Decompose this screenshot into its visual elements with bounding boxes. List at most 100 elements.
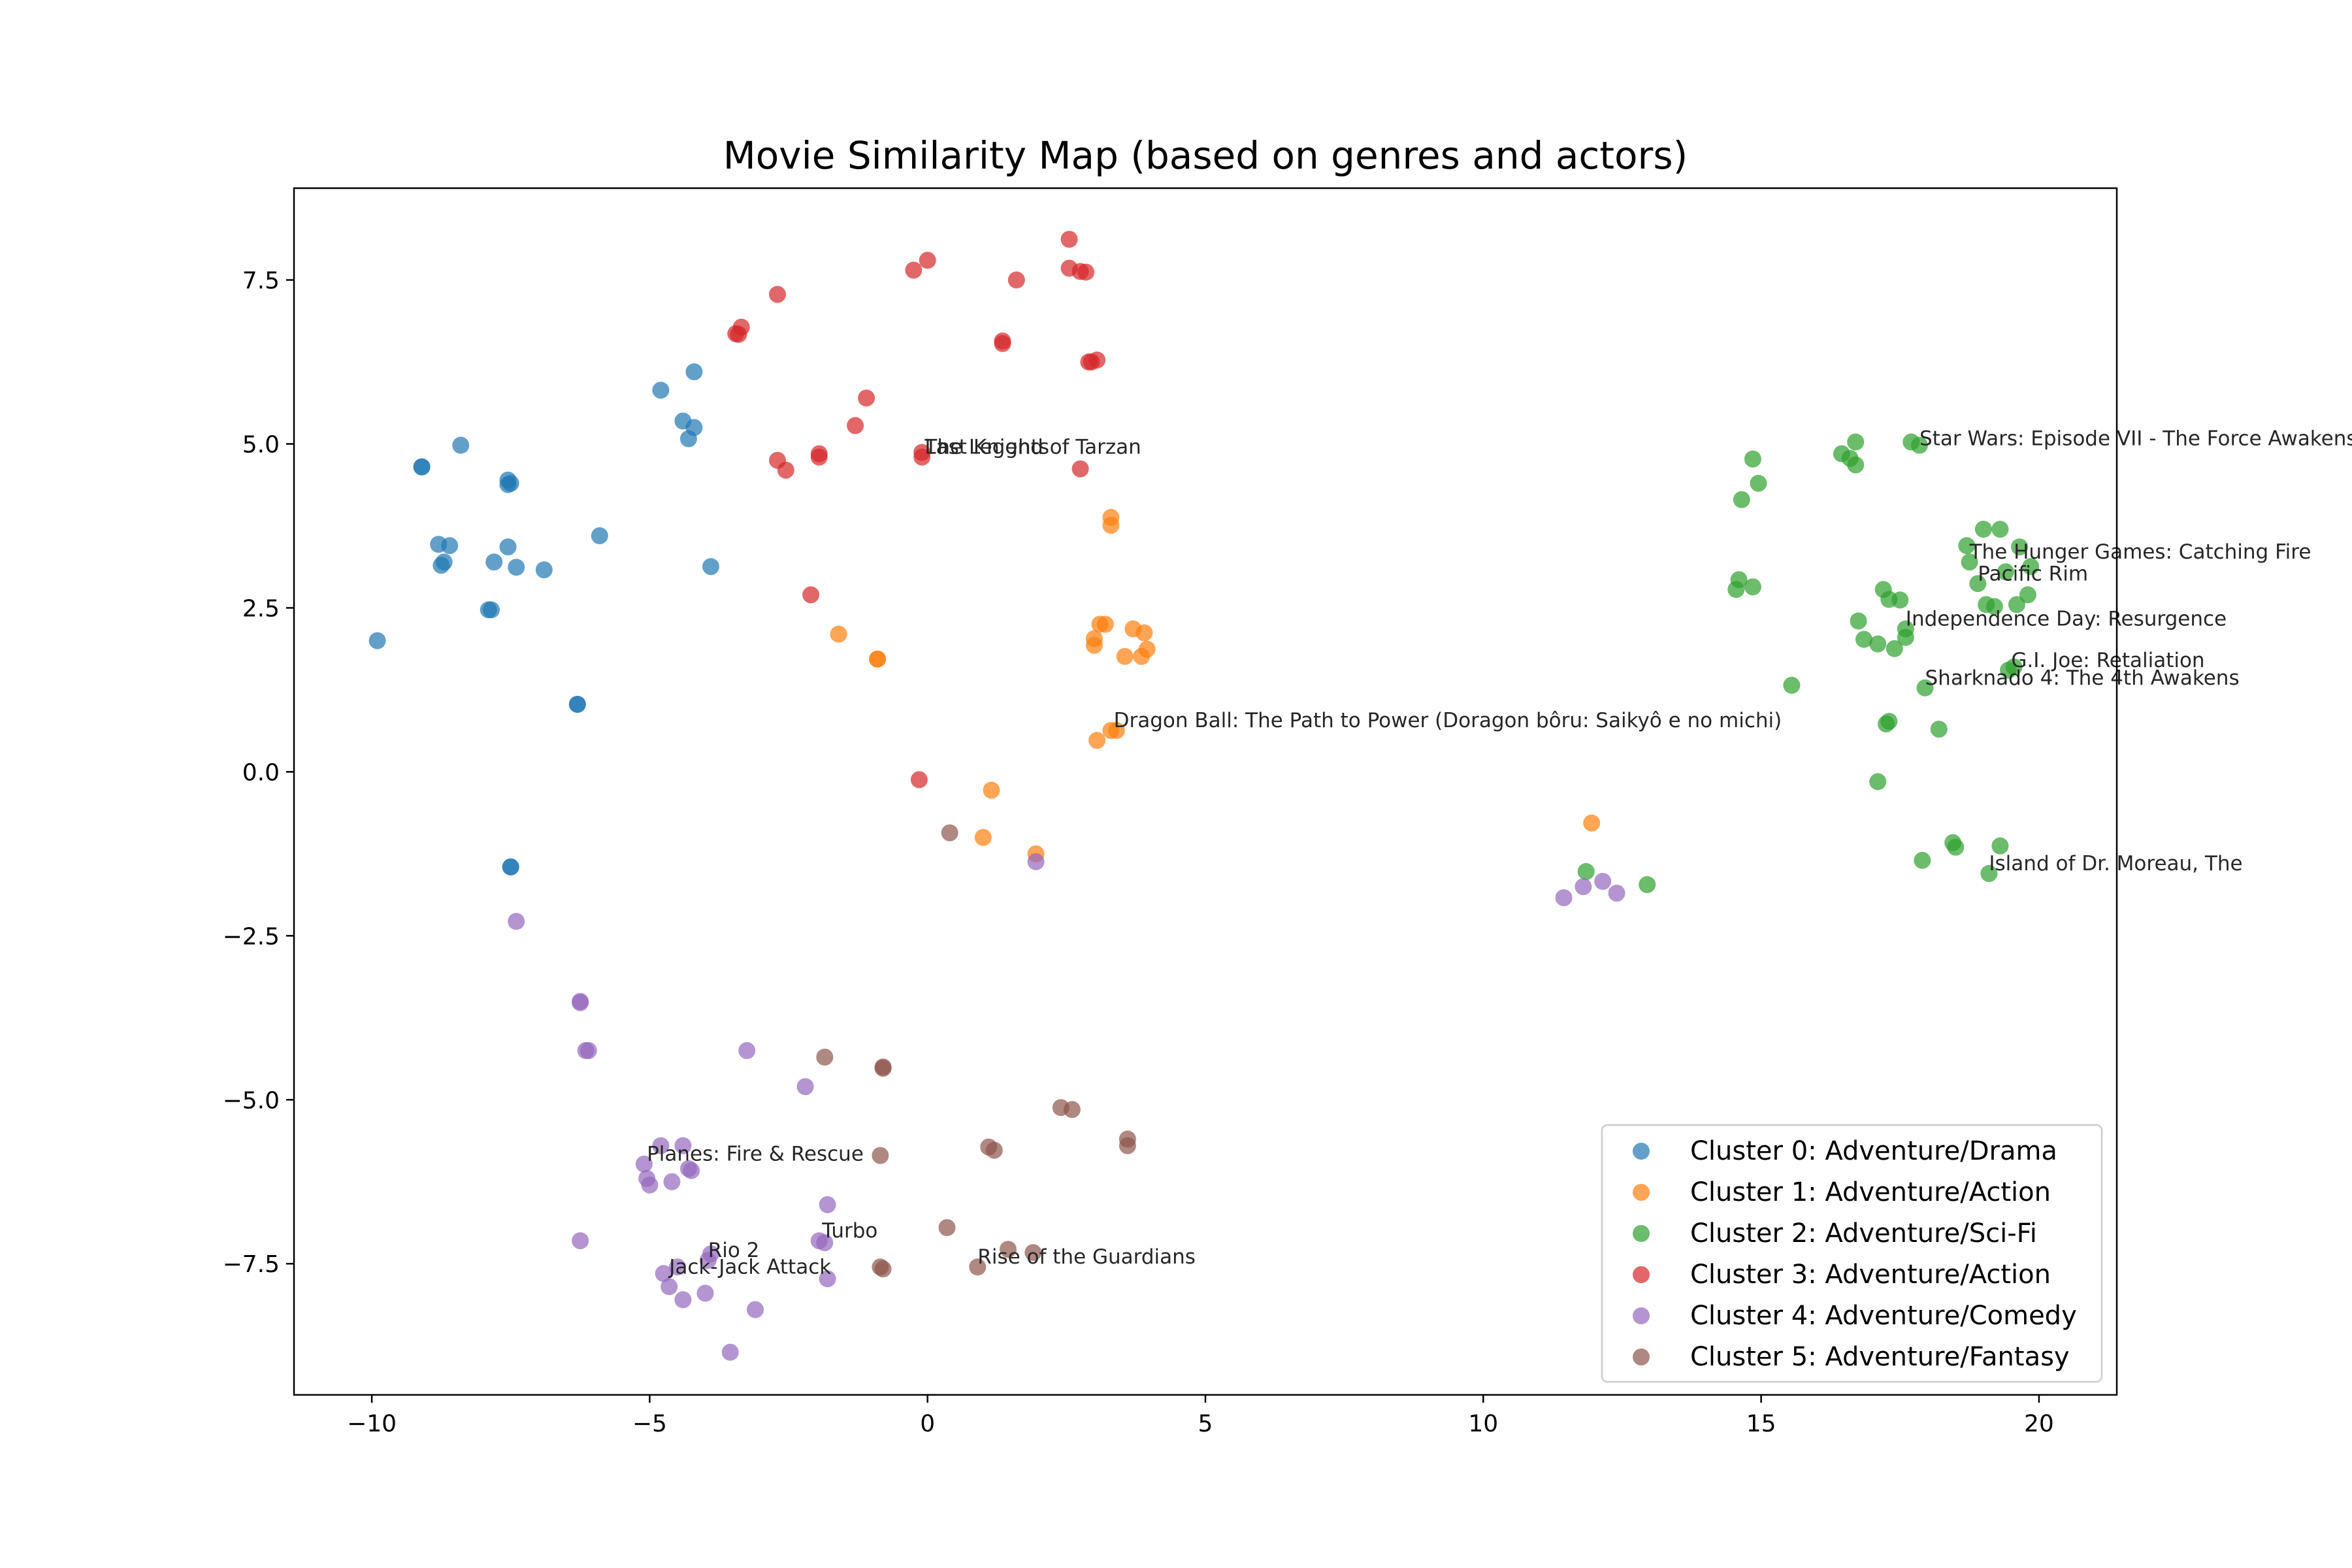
legend-marker: [1633, 1225, 1650, 1242]
data-point: [1891, 591, 1909, 609]
point-annotation: Jack-Jack Attack: [668, 1255, 831, 1279]
points-layer: [368, 231, 2040, 1361]
data-point: [1594, 873, 1612, 890]
data-point: [508, 913, 525, 930]
data-point: [858, 389, 875, 407]
data-point: [433, 557, 450, 574]
y-tick-label: 2.5: [242, 595, 280, 622]
data-point: [1583, 814, 1601, 832]
data-point: [2019, 586, 2036, 604]
data-point: [368, 632, 386, 649]
legend-marker: [1633, 1307, 1650, 1324]
data-point: [668, 1258, 686, 1276]
data-point: [1575, 878, 1592, 896]
data-point: [1991, 521, 2009, 538]
legend-item: Cluster 3: Adventure/Action: [1633, 1260, 2051, 1290]
data-point: [874, 1060, 892, 1077]
data-point: [1947, 838, 1965, 856]
data-point: [1133, 647, 1151, 665]
legend-item: Cluster 1: Adventure/Action: [1633, 1177, 2051, 1207]
data-point: [1000, 1241, 1017, 1258]
data-point: [819, 1196, 836, 1213]
legend-item: Cluster 0: Adventure/Drama: [1633, 1136, 2057, 1166]
data-point: [1744, 578, 1761, 596]
data-point: [685, 363, 703, 381]
data-point: [819, 1270, 836, 1288]
data-point: [830, 625, 847, 643]
data-point: [580, 1042, 597, 1059]
point-annotation: Star Wars: Episode VII - The Force Awake…: [1919, 427, 2352, 451]
series-0: [368, 363, 719, 875]
data-point: [591, 527, 608, 544]
x-tick-label: 5: [1198, 1411, 1213, 1437]
data-point: [663, 1173, 681, 1190]
y-tick-label: 0.0: [242, 759, 280, 786]
data-point: [1980, 865, 1998, 882]
data-point: [1914, 851, 1931, 869]
data-point: [652, 1137, 670, 1154]
data-point: [674, 1137, 692, 1154]
data-point: [652, 382, 670, 399]
data-point: [1007, 271, 1025, 289]
data-point: [641, 1176, 659, 1194]
data-point: [1916, 679, 1934, 696]
data-point: [1071, 460, 1089, 478]
data-point: [1869, 773, 1887, 791]
data-point: [1733, 491, 1750, 508]
data-point: [1847, 456, 1865, 474]
data-point: [1930, 721, 1948, 738]
data-point: [674, 1291, 692, 1309]
data-point: [502, 858, 519, 875]
x-tick-label: 15: [1746, 1411, 1776, 1437]
legend-item: Cluster 2: Adventure/Sci-Fi: [1633, 1218, 2037, 1249]
data-point: [1608, 885, 1625, 902]
data-point: [1135, 624, 1153, 642]
data-point: [994, 335, 1011, 352]
data-point: [1969, 575, 1987, 593]
legend-label: Cluster 0: Adventure/Drama: [1690, 1136, 2057, 1166]
x-tick-label: −10: [347, 1411, 397, 1437]
legend-marker: [1633, 1348, 1650, 1365]
data-point: [738, 1042, 756, 1059]
data-point: [1730, 571, 1748, 589]
data-point: [1958, 537, 1976, 555]
data-point: [816, 1234, 834, 1252]
data-point: [1886, 640, 1903, 657]
data-point: [572, 1232, 589, 1250]
data-point: [508, 559, 525, 576]
point-annotation: Dragon Ball: The Path to Power (Doragon …: [1114, 709, 1782, 732]
data-point: [919, 252, 936, 269]
data-point: [1744, 450, 1761, 468]
data-point: [1063, 1101, 1081, 1119]
point-annotation: Independence Day: Resurgence: [1906, 608, 2227, 631]
x-tick-label: −5: [632, 1411, 667, 1437]
point-annotation: Rise of the Guardians: [977, 1245, 1196, 1269]
data-point: [769, 286, 786, 303]
point-annotation: Planes: Fire & Rescue: [647, 1143, 864, 1166]
legend-marker: [1633, 1266, 1650, 1283]
y-tick-label: 7.5: [242, 268, 280, 295]
series-3: [727, 231, 1106, 789]
data-point: [1991, 837, 2009, 855]
data-point: [874, 1260, 892, 1278]
data-point: [913, 448, 931, 466]
data-point: [1997, 563, 2014, 581]
data-point: [1961, 553, 1978, 571]
point-annotation: Last Knights: [924, 436, 1049, 459]
data-point: [1880, 713, 1898, 730]
data-point: [499, 476, 517, 493]
data-point: [938, 1219, 956, 1236]
data-point: [699, 1252, 717, 1269]
point-annotation: Sharknado 4: The 4th Awakens: [1925, 666, 2240, 690]
data-point: [572, 994, 589, 1011]
data-point: [1750, 474, 1767, 492]
data-point: [1102, 517, 1120, 534]
data-point: [483, 601, 500, 619]
point-annotation: Turbo: [821, 1219, 877, 1243]
legend-label: Cluster 4: Adventure/Comedy: [1690, 1301, 2077, 1331]
ticks-layer: −10 −5 0 5 10 15 20 −7.5 −5.0 −2.5 0.0 2.5 5.0 7.5: [223, 268, 2054, 1437]
point-annotation: The Legend of Tarzan: [924, 436, 1141, 459]
legend-marker: [1633, 1184, 1650, 1201]
